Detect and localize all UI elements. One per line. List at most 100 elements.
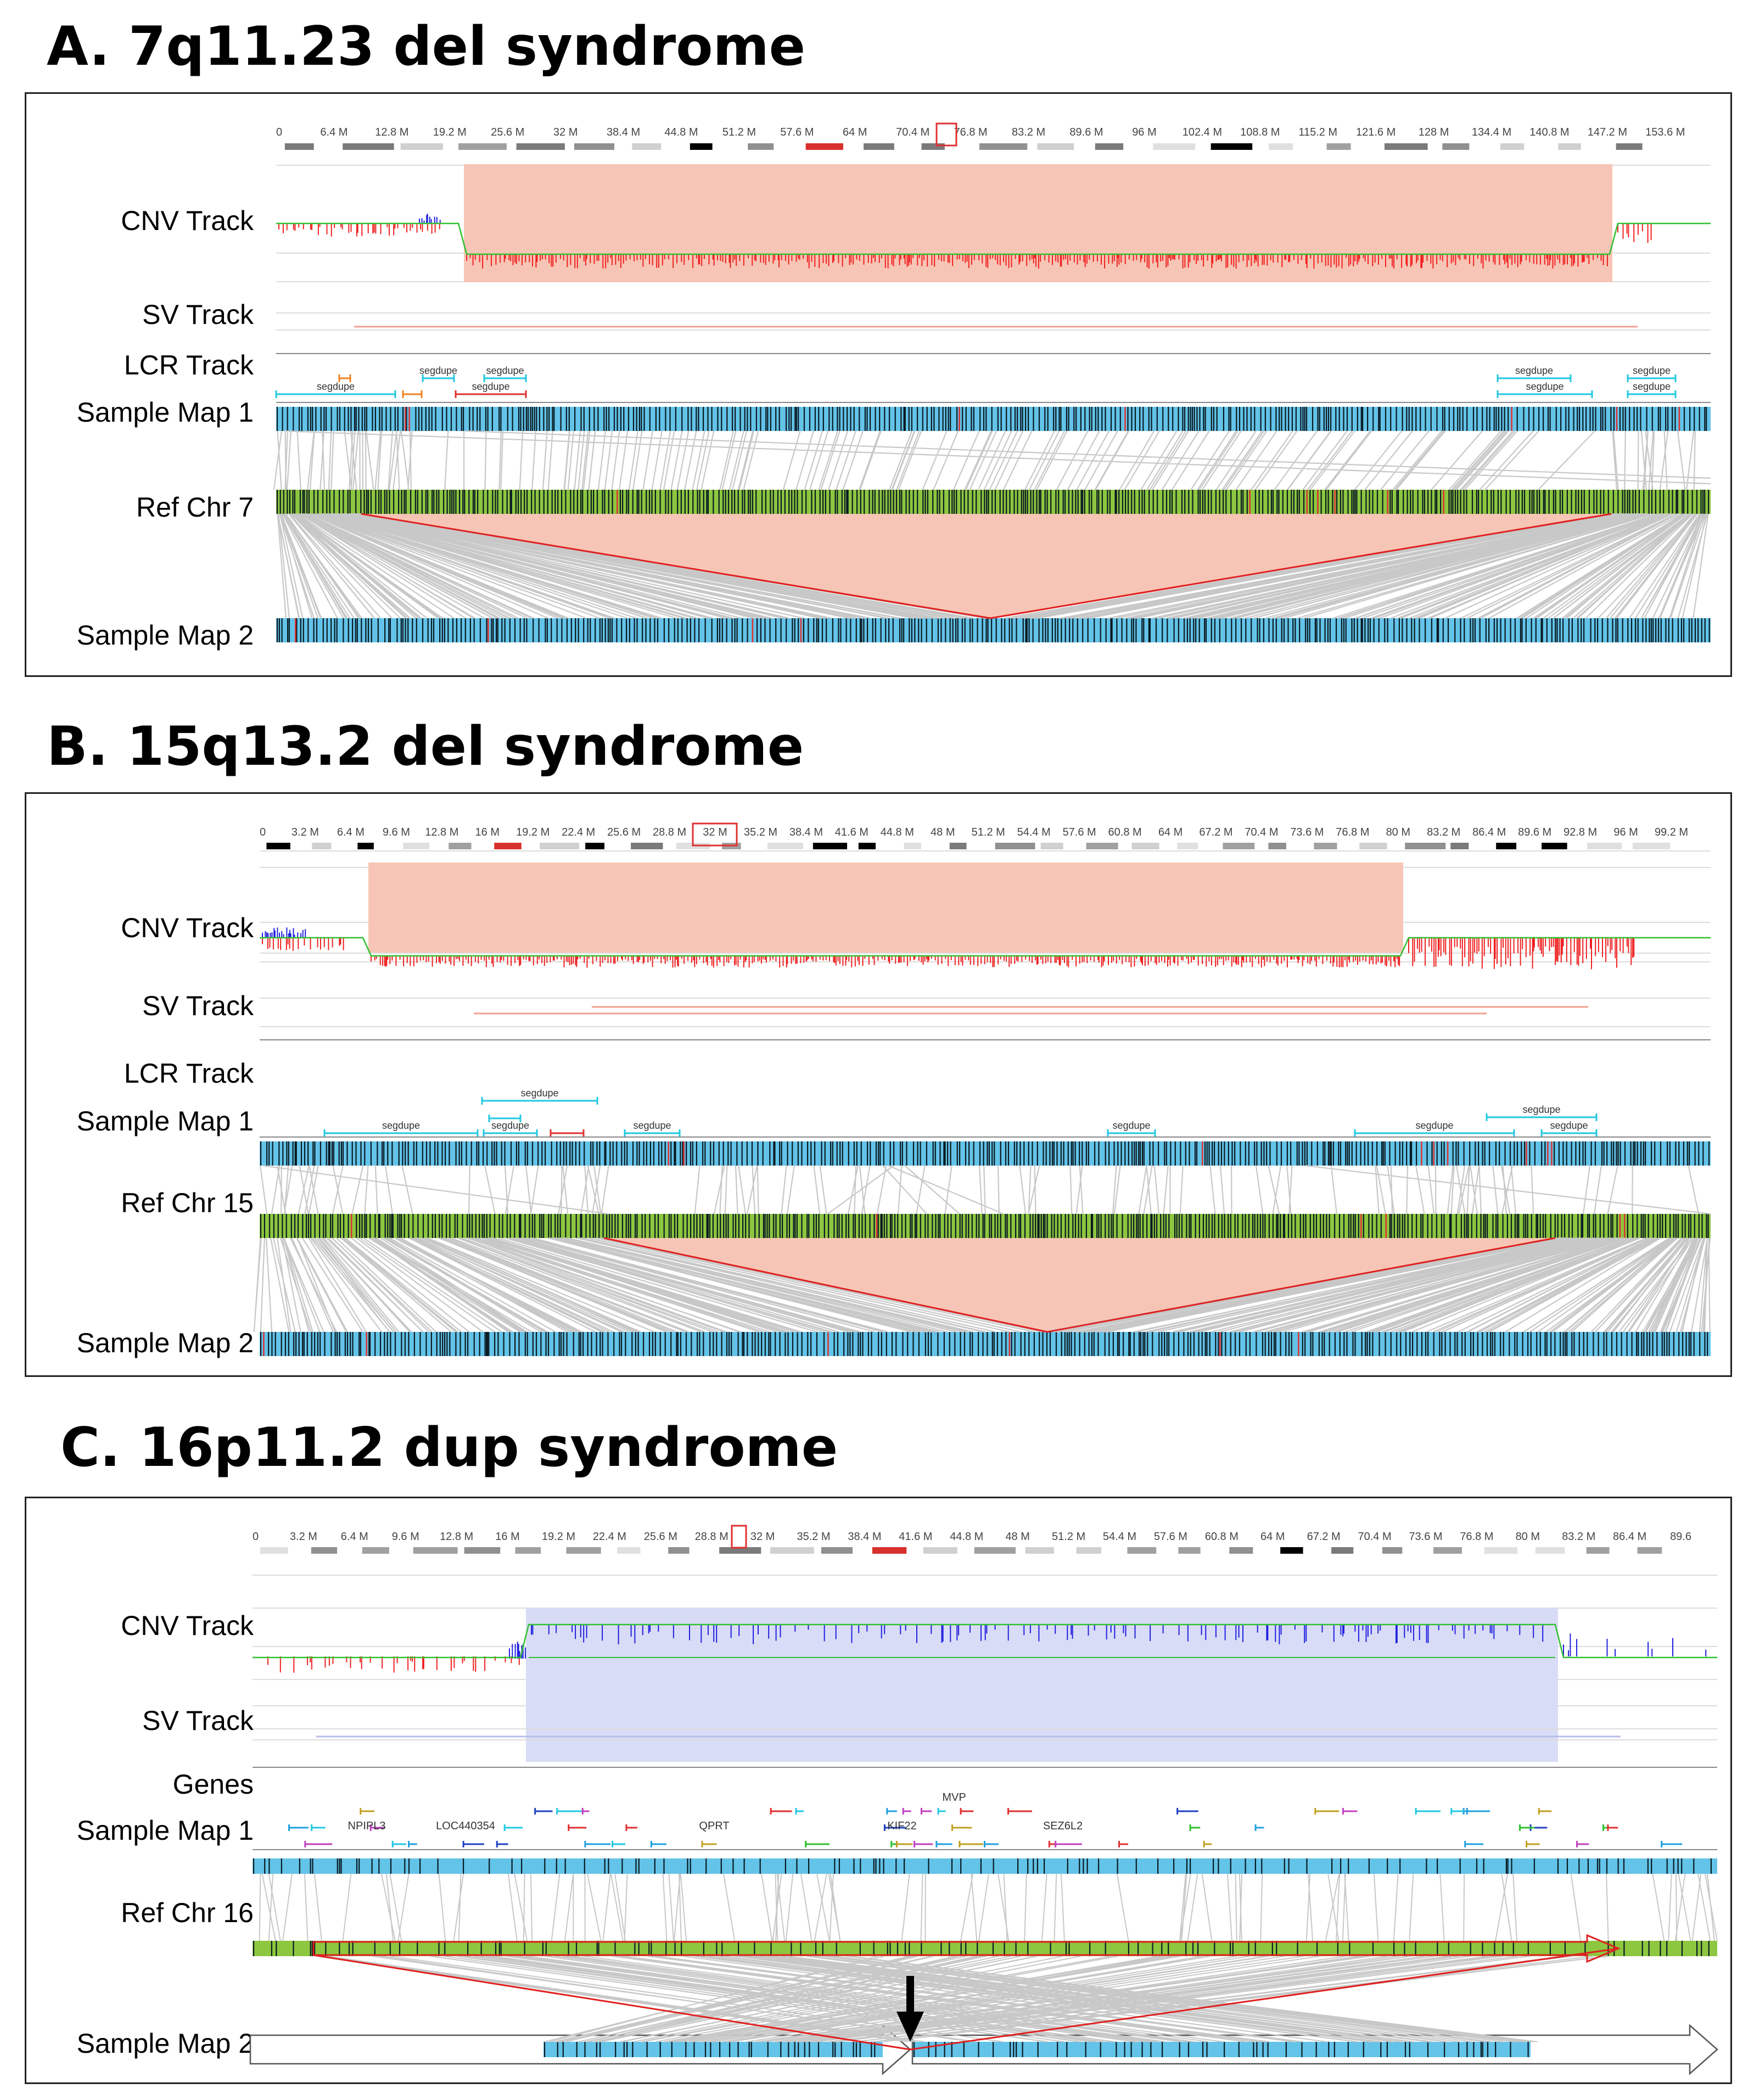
sample-map-2-left <box>543 2042 883 2057</box>
cytoband <box>1280 1547 1303 1554</box>
cytoband <box>403 843 430 849</box>
cytoband <box>574 143 614 150</box>
sample-map-1-labels <box>276 407 1707 431</box>
cytoband <box>1633 843 1671 849</box>
axis-tick-label: 92.8 M <box>1564 826 1597 838</box>
cytoband <box>260 1547 288 1554</box>
axis-tick-label: 38.4 M <box>789 826 823 838</box>
axis-tick-label: 89.6 M <box>1069 126 1103 138</box>
cytoband <box>812 843 848 849</box>
cytoband <box>1542 843 1567 849</box>
axis-tick-label: 134.4 M <box>1472 126 1511 138</box>
deletion-highlight <box>368 863 1403 953</box>
axis-tick-label: 25.6 M <box>644 1531 677 1543</box>
cytoband <box>311 1547 337 1554</box>
deletion-triangle <box>361 514 1611 618</box>
panel-b-map1-label: Sample Map 1 <box>76 1106 254 1136</box>
panel-c-map2-label: Sample Map 2 <box>76 2028 254 2059</box>
cytoband <box>400 143 443 150</box>
cytoband <box>668 1547 690 1554</box>
axis-tick-label: 96 M <box>1613 826 1638 838</box>
cytoband <box>1535 1547 1565 1554</box>
cytoband <box>995 843 1035 849</box>
cytoband <box>805 143 843 150</box>
panel-b-cnv-label: CNV Track <box>121 912 254 943</box>
segdupe-label: segdupe <box>1633 365 1671 376</box>
cytoband <box>1637 1547 1662 1554</box>
axis-tick-label: 3.2 M <box>290 1531 317 1543</box>
sample-map-1-labels <box>260 1141 1710 1166</box>
alignment-lines-map2 <box>277 513 1709 619</box>
cnv-loss-calls-right <box>1408 938 1635 970</box>
axis-tick-label: 3.2 M <box>292 826 319 838</box>
cnv-gain-calls <box>419 214 441 223</box>
cytoband <box>1500 143 1525 150</box>
panel-c-title: C. 16p11.2 dup syndrome <box>60 1416 838 1479</box>
alignment-lines-map2 <box>253 1237 1711 1333</box>
cytoband <box>1040 843 1063 849</box>
axis-tick-label: 51.2 M <box>972 826 1005 838</box>
axis-tick-label: 108.8 M <box>1240 126 1280 138</box>
cytoband <box>1450 843 1469 849</box>
cytoband <box>1587 843 1622 849</box>
axis-tick-label: 28.8 M <box>653 826 686 838</box>
axis-tick-label: 32 M <box>703 826 727 838</box>
axis-tick-label: 83.2 M <box>1012 126 1045 138</box>
axis-tick-label: 35.2 M <box>797 1531 830 1543</box>
cytoband <box>617 1547 641 1554</box>
axis-tick-label: 60.8 M <box>1108 826 1142 838</box>
panel-b-title: B. 15q13.2 del syndrome <box>47 715 804 778</box>
cytoband <box>312 843 332 849</box>
axis-tick-label: 0 <box>260 826 266 838</box>
axis-tick-label: 76.8 M <box>1460 1531 1493 1543</box>
cytoband <box>748 143 774 150</box>
reference-chromosome <box>276 490 1711 514</box>
junction-arrow-shaft <box>906 1976 914 2014</box>
segdupe-label: segdupe <box>317 381 355 392</box>
axis-tick-label: 57.6 M <box>1063 826 1096 838</box>
axis-tick-label: 25.6 M <box>491 126 524 138</box>
alignment-lines-map1 <box>273 430 1711 490</box>
cytoband <box>1153 143 1196 150</box>
cytoband <box>821 1547 853 1554</box>
cnv-deletion-calls <box>371 956 1400 968</box>
cytoband <box>1268 843 1286 849</box>
duplication-boundary-right <box>910 1947 1619 2051</box>
cnv-gain-calls-right <box>1563 1633 1707 1656</box>
segdupe-label: segdupe <box>1415 1120 1453 1131</box>
cytoband <box>1178 1547 1201 1554</box>
cytoband <box>464 1547 501 1554</box>
cytoband <box>904 843 921 849</box>
cytoband <box>1095 143 1124 150</box>
axis-tick-label: 153.6 M <box>1645 126 1685 138</box>
cytoband <box>767 843 803 849</box>
segdupe-label: segdupe <box>486 365 524 376</box>
segdupe-label: segdupe <box>1522 1104 1560 1115</box>
axis-tick-label: 35.2 M <box>744 826 777 838</box>
segdupe-label: segdupe <box>1515 365 1553 376</box>
segdupe-label: segdupe <box>1633 381 1671 392</box>
panel-c-genome-view: 0 3.2 M 6.4 M 9.6 M 12.8 M 16 M 19.2 M 22.4 M 25… <box>249 1525 1718 2075</box>
deletion-boundary-right <box>1047 1237 1556 1333</box>
axis-tick-label: 76.8 M <box>954 126 988 138</box>
cytoband <box>357 843 374 849</box>
panel-a-sv-label: SV Track <box>142 299 254 330</box>
axis-tick-label: 147.2 M <box>1588 126 1627 138</box>
locus-marker <box>731 1525 747 1549</box>
cytoband <box>1484 1547 1518 1554</box>
gene-label: LOC440354 <box>436 1820 495 1832</box>
gene-label: SEZ6L2 <box>1043 1820 1083 1832</box>
axis-tick-label: 19.2 M <box>516 826 550 838</box>
reference-chromosome <box>253 1941 1717 1956</box>
axis-tick-label: 86.4 M <box>1472 826 1506 838</box>
cytoband <box>343 143 394 150</box>
axis-tick-label: 80 M <box>1386 826 1410 838</box>
axis-tick-label: 32 M <box>553 126 578 138</box>
panel-b-lcr-label: LCR Track <box>124 1058 254 1089</box>
cytoband <box>974 1547 1016 1554</box>
axis-tick-label: 12.8 M <box>375 126 408 138</box>
cytoband <box>1433 1547 1462 1554</box>
panel-b: CNV Track SV Track LCR Track Sample Map … <box>25 792 1732 1377</box>
axis-tick-label: 44.8 M <box>664 126 698 138</box>
cytoband <box>1558 143 1581 150</box>
